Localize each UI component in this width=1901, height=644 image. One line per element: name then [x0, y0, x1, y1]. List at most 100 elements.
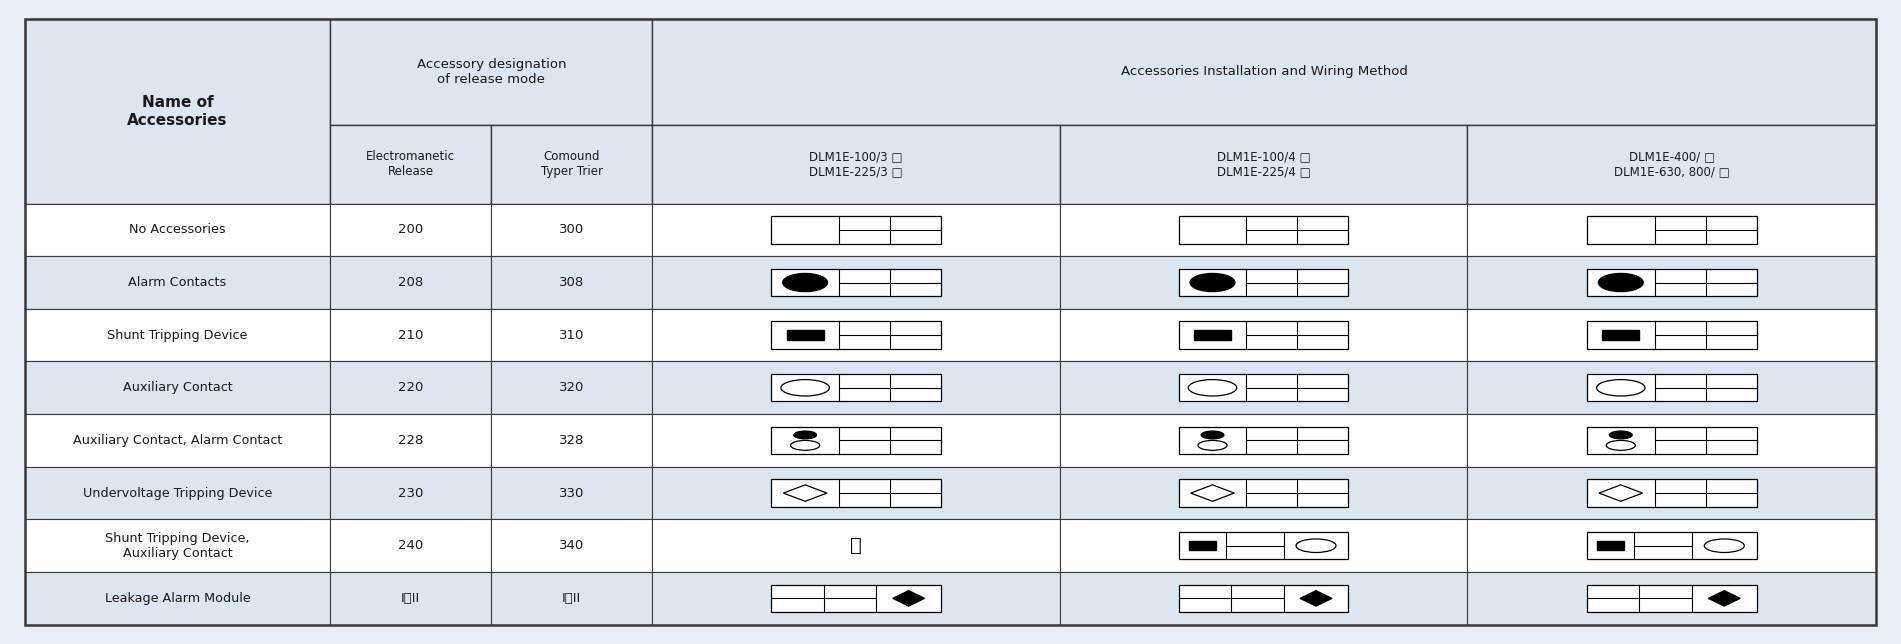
Bar — [772, 479, 941, 507]
Bar — [1059, 309, 1468, 361]
Bar — [652, 309, 1059, 361]
Text: 230: 230 — [397, 487, 424, 500]
Text: 308: 308 — [559, 276, 584, 289]
Text: No Accessories: No Accessories — [129, 223, 226, 236]
Bar — [652, 204, 1059, 256]
Bar — [25, 520, 331, 572]
Bar — [1059, 467, 1468, 520]
Bar — [652, 520, 1059, 572]
Bar — [331, 204, 490, 256]
Bar — [1587, 479, 1757, 507]
Bar — [1587, 374, 1757, 401]
Bar — [1587, 216, 1757, 243]
Bar — [772, 269, 941, 296]
Circle shape — [795, 431, 816, 439]
Text: Comound
Typer Trier: Comound Typer Trier — [542, 150, 603, 178]
Bar — [1597, 541, 1623, 551]
Bar — [331, 414, 490, 467]
Bar — [1179, 532, 1348, 560]
Bar — [331, 520, 490, 572]
Bar — [772, 321, 941, 349]
Text: DLM1E-100/3 □
DLM1E-225/3 □: DLM1E-100/3 □ DLM1E-225/3 □ — [810, 150, 903, 178]
Bar — [652, 124, 1059, 204]
Bar — [331, 124, 490, 204]
Bar — [652, 361, 1059, 414]
Text: 320: 320 — [559, 381, 584, 394]
Bar — [652, 256, 1059, 309]
Bar — [1468, 361, 1876, 414]
Bar — [1587, 427, 1757, 454]
Text: Accessories Installation and Wiring Method: Accessories Installation and Wiring Meth… — [1122, 66, 1409, 79]
Bar — [1468, 256, 1876, 309]
Text: 328: 328 — [559, 434, 584, 447]
Bar — [1468, 414, 1876, 467]
Bar — [1587, 532, 1757, 560]
Bar — [1603, 330, 1639, 341]
Bar — [1059, 204, 1468, 256]
Bar — [25, 361, 331, 414]
Bar — [490, 124, 652, 204]
Bar — [1179, 585, 1348, 612]
Text: DLM1E-100/4 □
DLM1E-225/4 □: DLM1E-100/4 □ DLM1E-225/4 □ — [1217, 150, 1310, 178]
Text: I或II: I或II — [401, 592, 420, 605]
Bar — [1194, 330, 1232, 341]
Bar — [1179, 479, 1348, 507]
Text: Shunt Tripping Device: Shunt Tripping Device — [106, 328, 247, 342]
Text: 220: 220 — [397, 381, 424, 394]
Bar — [1468, 309, 1876, 361]
Bar — [1468, 572, 1876, 625]
Bar — [1587, 585, 1757, 612]
Bar — [1468, 520, 1876, 572]
Bar — [331, 572, 490, 625]
Bar — [490, 572, 652, 625]
Ellipse shape — [783, 274, 827, 292]
Text: Name of
Accessories: Name of Accessories — [127, 95, 228, 128]
Bar — [1179, 269, 1348, 296]
Bar — [1059, 361, 1468, 414]
Text: 310: 310 — [559, 328, 584, 342]
Text: 340: 340 — [559, 539, 584, 552]
Text: 330: 330 — [559, 487, 584, 500]
Bar — [1179, 216, 1348, 243]
Text: 无: 无 — [850, 536, 861, 555]
Bar — [652, 467, 1059, 520]
Bar — [490, 256, 652, 309]
Bar — [331, 19, 652, 124]
Bar — [1468, 124, 1876, 204]
Bar — [25, 256, 331, 309]
Text: Accessory designation
of release mode: Accessory designation of release mode — [416, 58, 566, 86]
Text: Leakage Alarm Module: Leakage Alarm Module — [105, 592, 251, 605]
Bar — [772, 427, 941, 454]
Bar — [490, 414, 652, 467]
Bar — [1188, 541, 1217, 551]
Bar — [490, 361, 652, 414]
Ellipse shape — [1599, 274, 1642, 292]
Polygon shape — [1709, 591, 1739, 606]
Bar — [490, 467, 652, 520]
Text: 300: 300 — [559, 223, 584, 236]
Circle shape — [1610, 431, 1633, 439]
Bar — [652, 414, 1059, 467]
Text: 200: 200 — [397, 223, 424, 236]
Text: 210: 210 — [397, 328, 424, 342]
Text: Auxiliary Contact: Auxiliary Contact — [122, 381, 232, 394]
Bar — [772, 216, 941, 243]
Bar — [772, 374, 941, 401]
Text: Undervoltage Tripping Device: Undervoltage Tripping Device — [84, 487, 272, 500]
Polygon shape — [1300, 591, 1333, 606]
Polygon shape — [893, 591, 924, 606]
Bar — [25, 19, 331, 204]
Bar — [331, 467, 490, 520]
Bar — [772, 585, 941, 612]
Bar — [1059, 520, 1468, 572]
Bar — [1059, 124, 1468, 204]
Bar — [787, 330, 823, 341]
Bar — [1059, 256, 1468, 309]
Bar — [331, 361, 490, 414]
Bar — [25, 204, 331, 256]
Bar — [1059, 414, 1468, 467]
Text: I或II: I或II — [563, 592, 582, 605]
Bar — [1179, 321, 1348, 349]
Bar — [331, 309, 490, 361]
Text: Alarm Contacts: Alarm Contacts — [129, 276, 226, 289]
